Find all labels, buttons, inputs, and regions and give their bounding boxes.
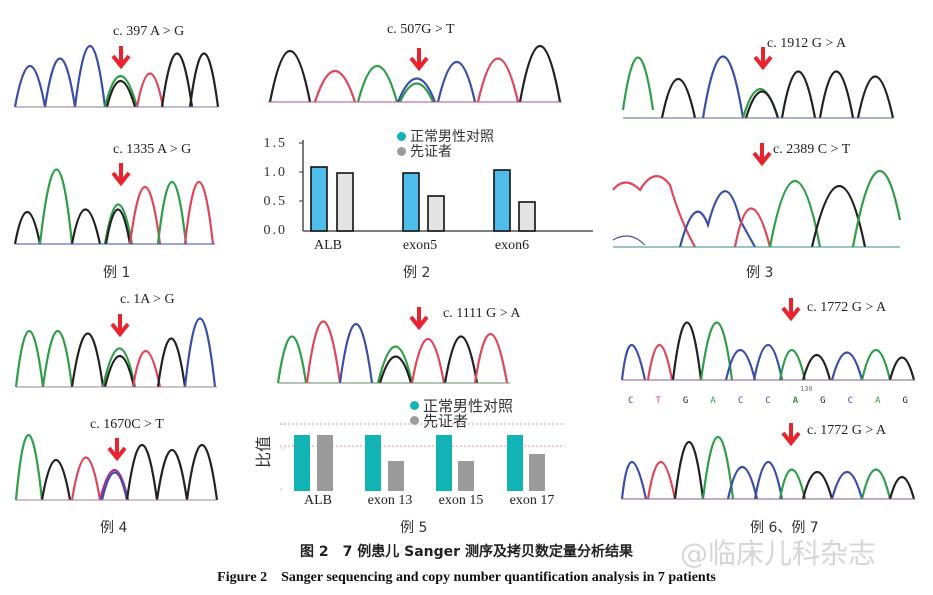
legend-swatch [410, 401, 419, 410]
case-caption: 例 5 [400, 520, 428, 536]
watermark: @临床儿科杂志 [680, 537, 877, 570]
legend-control: 正常男性对照 [410, 395, 513, 416]
figure-title-cn: 图 2 7 例患儿 Sanger 测序及拷贝数定量分析结果 [300, 544, 633, 560]
chromatogram-case3-top [621, 55, 895, 119]
arrow-down-icon [111, 163, 131, 187]
x-category: ALB [314, 238, 342, 253]
legend-proband: 先证者 [397, 141, 452, 161]
mutation-label: c. 507G > T [387, 22, 455, 37]
mutation-label: c. 1772 G > A [807, 300, 887, 315]
x-category: exon 15 [438, 493, 484, 508]
chromatogram-case1-bottom [13, 168, 215, 245]
base-call: C [737, 396, 744, 406]
y-tick: 1.5 [263, 136, 287, 151]
y-tick: 1.0 [263, 165, 287, 180]
base-call: C [765, 396, 771, 406]
mutation-label: c. 1772 G > A [807, 423, 887, 438]
base-call: A [710, 396, 716, 406]
legend-swatch [397, 146, 406, 156]
legend-swatch [410, 416, 419, 425]
base-call: C [628, 396, 634, 406]
mutation-label: c. 1335 A > G [113, 142, 192, 157]
svg-text:1.2: 1.2 [280, 421, 285, 426]
arrow-down-icon [409, 307, 429, 331]
arrow-down-icon [107, 438, 127, 462]
chromatogram-case3-bottom [612, 169, 902, 248]
arrow-down-icon [752, 143, 772, 167]
legend-control: 正常男性对照 [397, 126, 494, 146]
y-tick: 0.5 [263, 194, 287, 209]
chromatogram-case4-bottom [14, 433, 219, 501]
panel-case-6-7: c. 1772 G > A 130 C T G A C C A G C A G … [600, 290, 933, 536]
svg-text:0: 0 [280, 487, 282, 492]
x-category: ALB [304, 493, 332, 508]
panel-case-1: c. 397 A > G c. 1335 A > G 例 1 [0, 0, 240, 285]
panel-case-5: c. 1111 G > A 正常男性对照 先证者 比值 1.2 1.0 0 AL… [240, 290, 590, 536]
case-caption: 例 4 [100, 520, 128, 536]
x-category: exon 13 [367, 493, 413, 508]
arrow-down-icon [781, 298, 801, 322]
chromatogram-case7 [620, 435, 916, 500]
arrow-down-icon [111, 46, 131, 70]
chromatogram-case2 [268, 45, 562, 103]
mutation-label: c. 1111 G > A [443, 306, 521, 321]
position-label: 130 [800, 385, 813, 393]
base-call: A [875, 396, 881, 406]
mutation-label: c. 397 A > G [113, 24, 185, 39]
figure-title-en: Figure 2 Sanger sequencing and copy numb… [217, 570, 716, 585]
base-call: C [847, 396, 854, 406]
mutation-label: c. 2389 C > T [773, 142, 851, 157]
base-call: G [682, 396, 689, 406]
panel-case-3: c. 1912 G > A c. 2389 C > T 例 3 [600, 0, 933, 285]
legend-proband: 先证者 [410, 410, 468, 431]
base-call: T [655, 396, 661, 406]
case-caption: 例 6、例 7 [750, 520, 819, 536]
chromatogram-case4-top [14, 317, 217, 388]
x-category: exon 17 [509, 493, 555, 508]
mutation-label: c. 1A > G [120, 292, 175, 307]
x-category: exon5 [402, 238, 438, 253]
chromatogram-case5 [276, 320, 510, 384]
base-call: A [792, 396, 799, 406]
chromatogram-case6 [620, 321, 916, 381]
mutation-label: c. 1912 G > A [767, 36, 847, 51]
bar-chart-case5: 1.2 1.0 0 [280, 421, 565, 492]
bar-chart-case2 [299, 140, 593, 232]
arrow-down-icon [781, 423, 801, 447]
panel-case-2: c. 507G > T 正常男性对照 先证者 1.5 1.0 0.5 0.0 A… [255, 0, 595, 285]
arrow-down-icon [409, 48, 429, 72]
base-call: G [820, 396, 826, 406]
base-calls: C T G A C C A G C A G [628, 396, 908, 406]
legend-swatch [397, 131, 406, 141]
svg-text:1.0: 1.0 [280, 446, 285, 451]
panel-case-4: c. 1A > G c. 1670C > T 例 4 [0, 290, 240, 536]
base-call: G [902, 396, 908, 406]
arrow-down-icon [753, 47, 773, 71]
case-caption: 例 1 [103, 265, 131, 281]
y-tick: 0.0 [263, 223, 287, 238]
case-caption: 例 3 [746, 265, 774, 281]
arrow-down-icon [110, 314, 130, 338]
x-category: exon6 [494, 238, 530, 253]
chromatogram-case1-top [13, 44, 220, 108]
case-caption: 例 2 [403, 265, 431, 281]
mutation-label: c. 1670C > T [90, 417, 164, 432]
